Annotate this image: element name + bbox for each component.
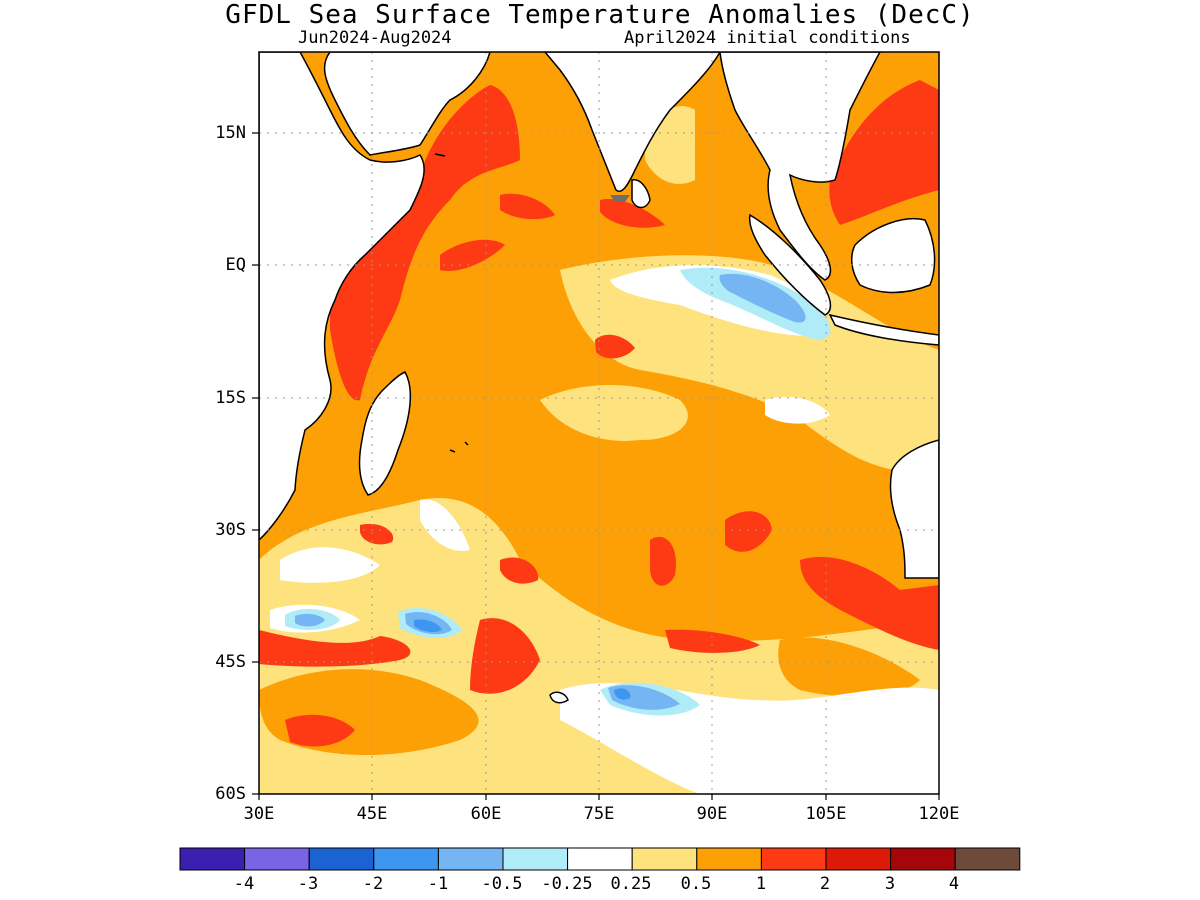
lon-label-45e: 45E bbox=[356, 804, 388, 824]
colorbar-label: -2 bbox=[362, 874, 384, 894]
anomaly-darkgray-spot bbox=[610, 195, 630, 202]
lat-label-15n: 15N bbox=[215, 123, 246, 143]
initial-conditions: April2024 initial conditions bbox=[624, 28, 911, 48]
lon-label-75e: 75E bbox=[583, 804, 615, 824]
forecast-period: Jun2024-Aug2024 bbox=[298, 28, 452, 48]
australia-land bbox=[889, 439, 939, 579]
anomaly-white-east bbox=[765, 396, 830, 424]
colorbar-swatch bbox=[244, 847, 310, 871]
anomaly-yellow-eastern bbox=[560, 255, 939, 472]
lon-label-105e: 105E bbox=[805, 804, 847, 824]
colorbar-swatch bbox=[179, 847, 246, 871]
anomaly-red-south-3 bbox=[500, 557, 539, 584]
anomaly-red-arabian-1 bbox=[500, 193, 555, 220]
lon-label-90e: 90E bbox=[696, 804, 728, 824]
seasia-land bbox=[719, 52, 881, 281]
antarctic-island bbox=[549, 691, 569, 704]
madagascar-land bbox=[358, 371, 412, 496]
lat-label-eq: EQ bbox=[225, 255, 246, 275]
colorbar-swatch bbox=[567, 847, 633, 871]
map-gridlines bbox=[259, 52, 939, 794]
axis-ticks bbox=[252, 132, 940, 800]
anomaly-red-south-5 bbox=[725, 511, 772, 552]
colorbar-swatch bbox=[696, 847, 762, 871]
colorbar-swatch bbox=[954, 847, 1021, 871]
anomaly-red-central bbox=[595, 334, 635, 359]
anomaly-orange-south-3 bbox=[778, 637, 920, 697]
colorbar-swatch bbox=[308, 847, 375, 871]
india-land bbox=[544, 52, 721, 192]
anomaly-red-srilanka bbox=[600, 199, 665, 228]
anomaly-red-scs bbox=[829, 80, 939, 225]
arabia-land bbox=[323, 52, 491, 156]
colorbar-label: 1 bbox=[755, 874, 767, 894]
colorbar-swatch bbox=[437, 847, 504, 871]
colorbar-swatch bbox=[502, 847, 569, 871]
lon-label-60e: 60E bbox=[470, 804, 502, 824]
lon-label-30e: 30E bbox=[243, 804, 275, 824]
anomaly-yellow-central bbox=[540, 385, 688, 441]
anomaly-darkblue-s bbox=[614, 688, 631, 700]
anomaly-red-south-7 bbox=[360, 523, 394, 545]
colorbar-swatch bbox=[825, 847, 892, 871]
socotra-island bbox=[434, 153, 446, 157]
anomaly-red-arabian-2 bbox=[440, 239, 505, 271]
colorbar-label: 0.25 bbox=[610, 874, 652, 894]
colorbar-swatch bbox=[631, 847, 698, 871]
anomaly-red-sw-band bbox=[259, 630, 411, 667]
land-layer bbox=[259, 52, 939, 704]
lat-label-15s: 15S bbox=[215, 388, 246, 408]
lon-label-120e: 120E bbox=[918, 804, 960, 824]
mascarene-islands bbox=[449, 441, 469, 453]
anomaly-red-south-4 bbox=[650, 536, 676, 586]
colorbar-swatch bbox=[890, 847, 956, 871]
colorbar-swatch bbox=[760, 847, 827, 871]
sumatra-land bbox=[748, 213, 832, 316]
anomaly-red-south-1 bbox=[470, 618, 540, 694]
anomaly-white-sw-2 bbox=[420, 499, 470, 551]
colorbar-label: -0.25 bbox=[541, 874, 593, 894]
borneo-land bbox=[850, 218, 936, 294]
anomaly-red-west-aus bbox=[800, 556, 939, 650]
anomaly-blue-eq bbox=[719, 273, 806, 323]
colorbar-label: -1 bbox=[427, 874, 449, 894]
africa-land bbox=[259, 52, 425, 542]
anomaly-orange-south-2 bbox=[600, 552, 766, 643]
colorbar-label: -3 bbox=[297, 874, 319, 894]
anomaly-darkblue-sw2 bbox=[414, 619, 442, 633]
colorbar-label: 0.5 bbox=[680, 874, 712, 894]
map-title: GFDL Sea Surface Temperature Anomalies (… bbox=[225, 0, 975, 30]
anomaly-red-somali bbox=[330, 85, 520, 401]
colorbar bbox=[179, 847, 1021, 871]
colorbar-label: 4 bbox=[948, 874, 960, 894]
java-land bbox=[828, 313, 939, 346]
colorbar-swatch bbox=[373, 847, 439, 871]
lat-label-45s: 45S bbox=[215, 652, 246, 672]
anomaly-red-south-2 bbox=[285, 714, 355, 747]
colorbar-label: -0.5 bbox=[481, 874, 523, 894]
colorbar-label: -4 bbox=[233, 874, 255, 894]
colorbar-label: 3 bbox=[884, 874, 896, 894]
srilanka-land bbox=[631, 179, 651, 209]
anomaly-red-south-6 bbox=[665, 629, 760, 653]
anomaly-white-sw-1 bbox=[280, 547, 380, 583]
lat-label-30s: 30S bbox=[215, 520, 246, 540]
colorbar-label: 2 bbox=[819, 874, 831, 894]
anomaly-blue-sw1 bbox=[295, 613, 325, 627]
lat-label-60s: 60S bbox=[215, 784, 246, 804]
